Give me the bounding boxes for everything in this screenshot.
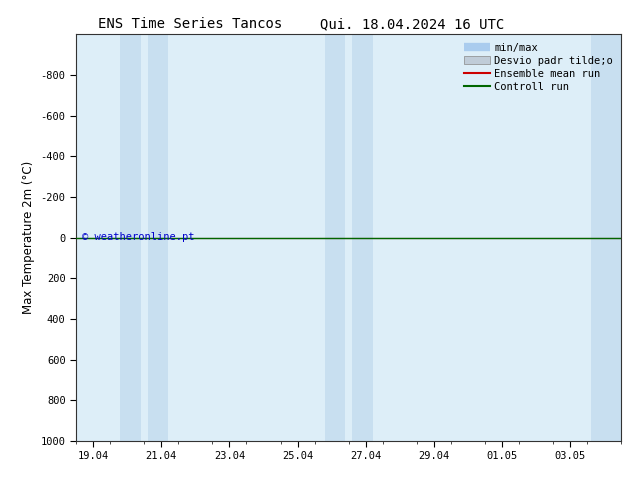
Text: ENS Time Series Tancos: ENS Time Series Tancos [98, 17, 282, 31]
Text: © weatheronline.pt: © weatheronline.pt [82, 232, 194, 242]
Bar [325, 34, 346, 441]
Bar [120, 34, 141, 441]
Bar [352, 34, 373, 441]
Bar [148, 34, 168, 441]
Text: Qui. 18.04.2024 16 UTC: Qui. 18.04.2024 16 UTC [320, 17, 504, 31]
Bar [591, 34, 621, 441]
Legend: min/max, Desvio padr tilde;o, Ensemble mean run, Controll run: min/max, Desvio padr tilde;o, Ensemble m… [461, 40, 616, 95]
Y-axis label: Max Temperature 2m (°C): Max Temperature 2m (°C) [22, 161, 35, 314]
